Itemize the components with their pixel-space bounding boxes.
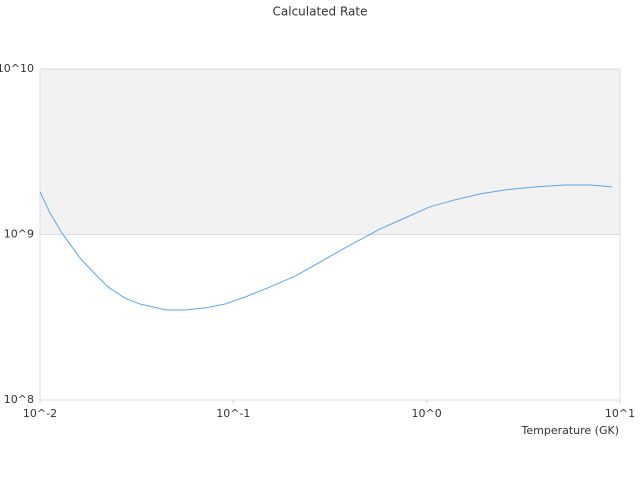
x-tick-label: 10^-1: [216, 407, 250, 420]
y-tick-label: 10^10: [0, 62, 34, 75]
x-axis-label: Temperature (GK): [521, 424, 620, 437]
line-series: [39, 184, 613, 311]
plot-frame: [39, 68, 621, 401]
y-tick-label: 10^8: [4, 393, 34, 406]
x-tick-label: 10^1: [605, 407, 635, 420]
chart-title: Calculated Rate: [273, 5, 368, 19]
x-tick-label: 10^-2: [23, 407, 57, 420]
plot-band: [40, 69, 620, 235]
x-tick-label: 10^0: [412, 407, 442, 420]
y-tick-label: 10^9: [4, 228, 34, 241]
